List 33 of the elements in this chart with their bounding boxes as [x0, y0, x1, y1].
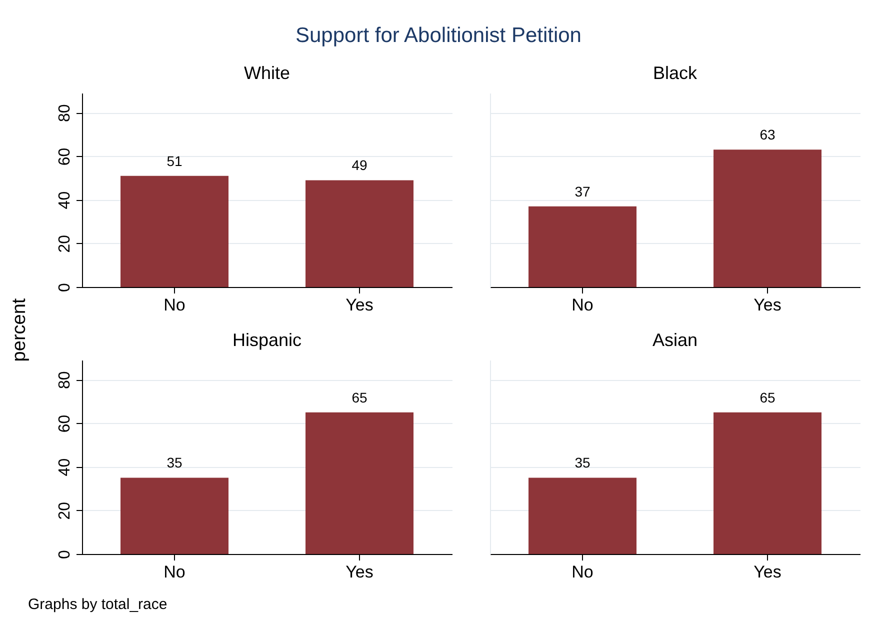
text: Graphs by total_race	[28, 596, 168, 613]
chart-title: Support for Abolitionist Petition	[294, 24, 582, 48]
chart-subtitle: White	[244, 63, 290, 83]
x-tick-label: Yes	[346, 562, 374, 582]
chart-title: Hispanic	[232, 330, 302, 350]
x-tick-label: Yes	[346, 296, 374, 314]
data-label: 63	[760, 126, 776, 143]
y-tick-label: 20	[56, 234, 74, 253]
data-label: 51	[166, 152, 182, 169]
x-tick-label: No	[164, 296, 186, 314]
x-tick-label: Yes	[754, 296, 782, 314]
chart-title: Asian	[652, 330, 698, 350]
y-tick-label: 20	[56, 502, 74, 520]
x-tick-label: No	[572, 296, 594, 314]
x-tick-label: No	[164, 562, 186, 582]
y-tick-label: 60	[56, 148, 74, 166]
x-tick-label: Yes	[754, 562, 782, 582]
data-label: 35	[166, 454, 182, 471]
x-tick-label: No	[572, 562, 594, 582]
chart-title: Black	[652, 63, 698, 83]
y-tick-label: 0	[56, 550, 74, 559]
data-label: 65	[760, 389, 776, 406]
y-tick-label: 80	[56, 104, 74, 122]
data-label: 65	[352, 389, 368, 406]
data-label: 37	[574, 183, 590, 200]
y-tick-label: 60	[56, 414, 74, 433]
y-tick-label: 40	[56, 458, 74, 476]
data-label: 35	[574, 454, 590, 471]
y-tick-label: 40	[56, 191, 74, 210]
y-axis-title: percent	[9, 298, 31, 362]
data-label: 49	[352, 157, 368, 174]
y-tick-label: 0	[56, 282, 74, 292]
y-tick-label: 80	[56, 371, 74, 390]
